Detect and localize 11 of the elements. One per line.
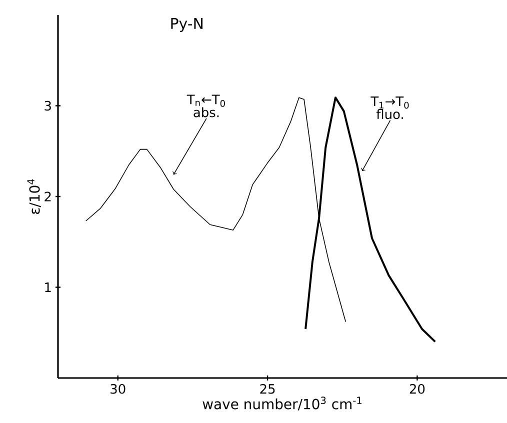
y-tick-label: 3 bbox=[44, 100, 51, 111]
x-tick-label: 20 bbox=[410, 384, 425, 394]
x-tick-label: 30 bbox=[110, 384, 126, 394]
annotation: T$_{n}$←T$_{0}$ abs. bbox=[186, 94, 225, 118]
y-tick-label: 1 bbox=[45, 282, 51, 292]
x-tick-label: 25 bbox=[260, 384, 275, 394]
y-axis-title: ε/10$^{4}$ bbox=[27, 179, 41, 214]
y-tick-label: 2 bbox=[44, 192, 51, 202]
x-axis-title: wave number/10$^{3}$ cm$^{-1}$ bbox=[202, 396, 362, 410]
annotation: T$_{1}$→T$_{0}$ fluo. bbox=[370, 96, 409, 120]
chart-title: Py-N bbox=[171, 18, 202, 32]
